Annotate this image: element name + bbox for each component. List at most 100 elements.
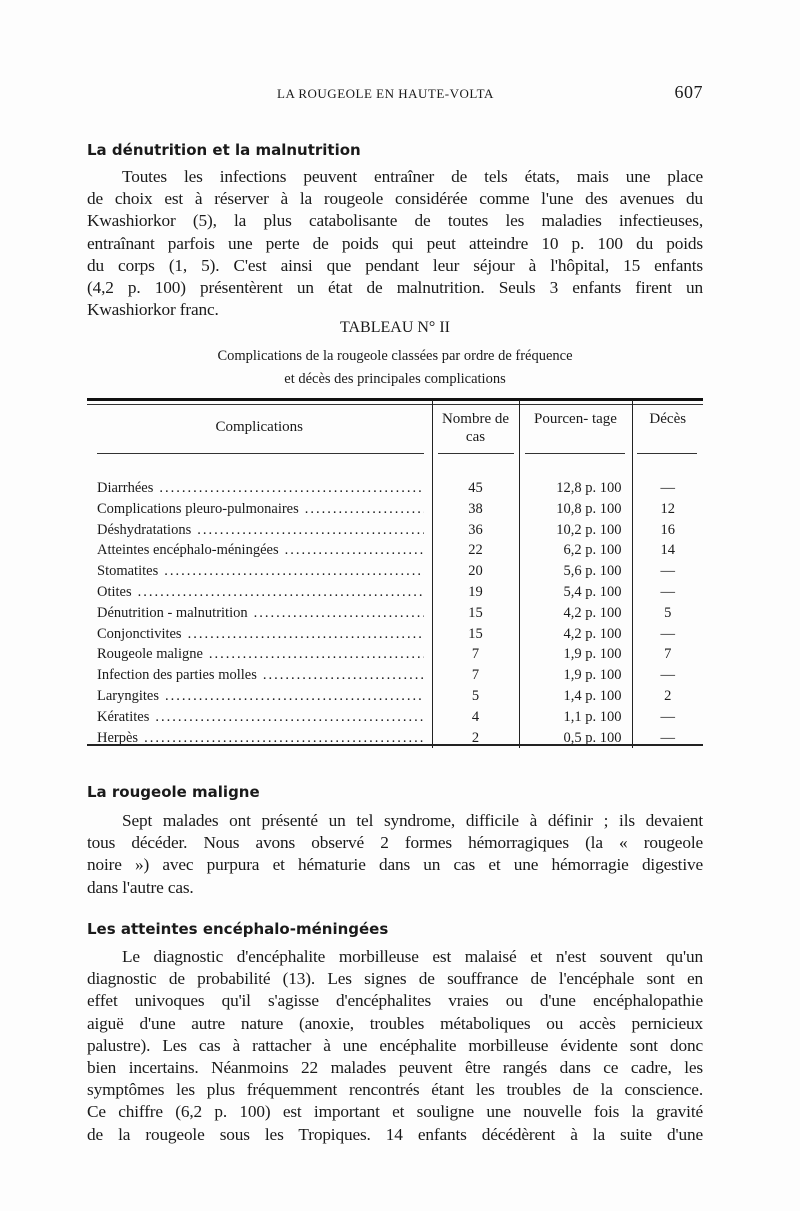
cell-pourcentage: 4,2 p. 100 — [518, 623, 632, 645]
cell-nombre: 5 — [431, 685, 519, 707]
leader-dots — [164, 561, 423, 582]
cell-deces: — — [631, 706, 703, 728]
paragraph-malnutrition: Toutes les infections peuvent entraîner … — [87, 166, 703, 321]
cell-deces: 2 — [631, 685, 703, 707]
cell-deces: 12 — [631, 498, 703, 520]
cell-nombre: 4 — [431, 706, 519, 728]
cell-deces: — — [631, 561, 703, 582]
complications-table: Complications Nombre de cas Pourcen- tag… — [87, 400, 703, 749]
leader-dots — [197, 520, 423, 541]
cell-nombre: 20 — [431, 561, 519, 582]
cell-nombre: 38 — [431, 498, 519, 520]
cell-complication: Herpès — [87, 728, 432, 749]
cell-pourcentage: 12,8 p. 100 — [518, 468, 632, 499]
cell-nombre: 7 — [431, 665, 519, 686]
text-line: Kwashiorkor franc. — [87, 300, 219, 320]
cell-complication: Conjonctivites — [87, 624, 432, 645]
cell-deces: — — [631, 581, 703, 603]
col-header-nombre: Nombre de cas — [431, 400, 519, 468]
cell-nombre: 36 — [431, 519, 519, 541]
table-row: Herpès20,5 p. 100— — [87, 727, 703, 749]
section-heading-malnutrition: La dénutrition et la malnutrition — [87, 141, 361, 159]
cell-complication: Laryngites — [87, 686, 432, 707]
table-row: Complications pleuro-pulmonaires3810,8 p… — [87, 498, 703, 520]
leader-dots — [138, 582, 424, 603]
table-row: Conjonctivites154,2 p. 100— — [87, 623, 703, 645]
text-line: de choix est à réserver à la rougeole co… — [87, 189, 703, 209]
cell-complication: Otites — [87, 582, 432, 603]
table-row: Kératites41,1 p. 100— — [87, 706, 703, 728]
text-line: palustre). Les cas à rattacher à une enc… — [87, 1035, 703, 1055]
cell-complication: Complications pleuro-pulmonaires — [87, 499, 432, 520]
table-row: Infection des parties molles71,9 p. 100— — [87, 665, 703, 686]
text-line: Ce chiffre (6,2 p. 100) est important et… — [87, 1102, 703, 1122]
cell-deces: — — [631, 468, 703, 499]
cell-nombre: 7 — [431, 644, 519, 666]
cell-deces: 16 — [631, 519, 703, 541]
cell-deces: 5 — [631, 602, 703, 624]
leader-dots — [254, 603, 424, 624]
table-row: Diarrhées4512,8 p. 100— — [87, 468, 703, 499]
leader-dots — [155, 707, 423, 728]
cell-complication: Dénutrition - malnutrition — [87, 603, 432, 624]
cell-complication: Stomatites — [87, 561, 432, 582]
cell-complication: Rougeole maligne — [87, 644, 432, 665]
text-line: Kwashiorkor (5), la plus catabolisante d… — [87, 211, 703, 231]
running-title: LA ROUGEOLE EN HAUTE-VOLTA — [277, 86, 494, 101]
text-line: diagnostic de probabilité (13). Les sign… — [87, 969, 703, 989]
cell-nombre: 45 — [431, 468, 519, 499]
table-row: Atteintes encéphalo-méningées226,2 p. 10… — [87, 540, 703, 562]
section-heading-rougeole-maligne: La rougeole maligne — [87, 783, 260, 801]
table-bottom-rule — [87, 744, 703, 746]
cell-deces: — — [631, 727, 703, 749]
cell-pourcentage: 1,4 p. 100 — [518, 685, 632, 707]
leader-dots — [209, 644, 424, 665]
table-top-rule-thin — [87, 404, 703, 405]
cell-pourcentage: 10,2 p. 100 — [518, 519, 632, 541]
cell-nombre: 22 — [431, 540, 519, 562]
cell-pourcentage: 1,1 p. 100 — [518, 706, 632, 728]
cell-nombre: 15 — [431, 602, 519, 624]
cell-deces: 7 — [631, 644, 703, 666]
text-line: bien incertains. Néanmoins 22 malades pe… — [87, 1058, 703, 1078]
leader-dots — [165, 686, 423, 707]
cell-nombre: 2 — [431, 727, 519, 749]
cell-complication: Infection des parties molles — [87, 665, 432, 686]
col-header-complications: Complications — [215, 419, 304, 435]
text-line: noire ») avec purpura et hématurie dans … — [87, 855, 703, 875]
section-heading-atteintes: Les atteintes encéphalo-méningées — [87, 920, 389, 938]
text-line: entraînant parfois une perte de poids qu… — [87, 233, 703, 253]
header-underline — [97, 453, 424, 454]
cell-deces: 14 — [631, 540, 703, 562]
cell-complication: Kératites — [87, 707, 432, 728]
paragraph-rougeole-maligne: Sept malades ont présenté un tel syndrom… — [87, 810, 703, 899]
leader-dots — [263, 665, 424, 686]
leader-dots — [285, 540, 424, 561]
table-label: TABLEAU N° II — [340, 319, 450, 336]
table-row: Otites195,4 p. 100— — [87, 581, 703, 603]
col-header-deces: Décès — [631, 400, 703, 468]
text-line: du corps (1, 5). C'est ainsi que pendant… — [87, 255, 703, 275]
cell-pourcentage: 1,9 p. 100 — [518, 665, 632, 686]
cell-nombre: 15 — [431, 623, 519, 645]
leader-dots — [159, 478, 423, 499]
text-line: Toutes les infections peuvent entraîner … — [122, 167, 703, 186]
table-row: Stomatites205,6 p. 100— — [87, 561, 703, 582]
header-underline — [637, 453, 697, 454]
text-line: aiguë d'une autre nature (anoxie, troubl… — [87, 1013, 703, 1033]
table-caption-line1: Complications de la rougeole classées pa… — [217, 348, 573, 364]
text-line: Sept malades ont présenté un tel syndrom… — [122, 811, 703, 830]
cell-deces: — — [631, 665, 703, 686]
paragraph-atteintes: Le diagnostic d'encéphalite morbilleuse … — [87, 946, 703, 1146]
cell-deces: — — [631, 623, 703, 645]
cell-pourcentage: 10,8 p. 100 — [518, 498, 632, 520]
text-line: (4,2 p. 100) présentèrent un état de mal… — [87, 278, 703, 298]
col-header-pourcentage: Pourcen- tage — [518, 400, 632, 468]
leader-dots — [305, 499, 424, 520]
cell-pourcentage: 5,6 p. 100 — [518, 561, 632, 582]
